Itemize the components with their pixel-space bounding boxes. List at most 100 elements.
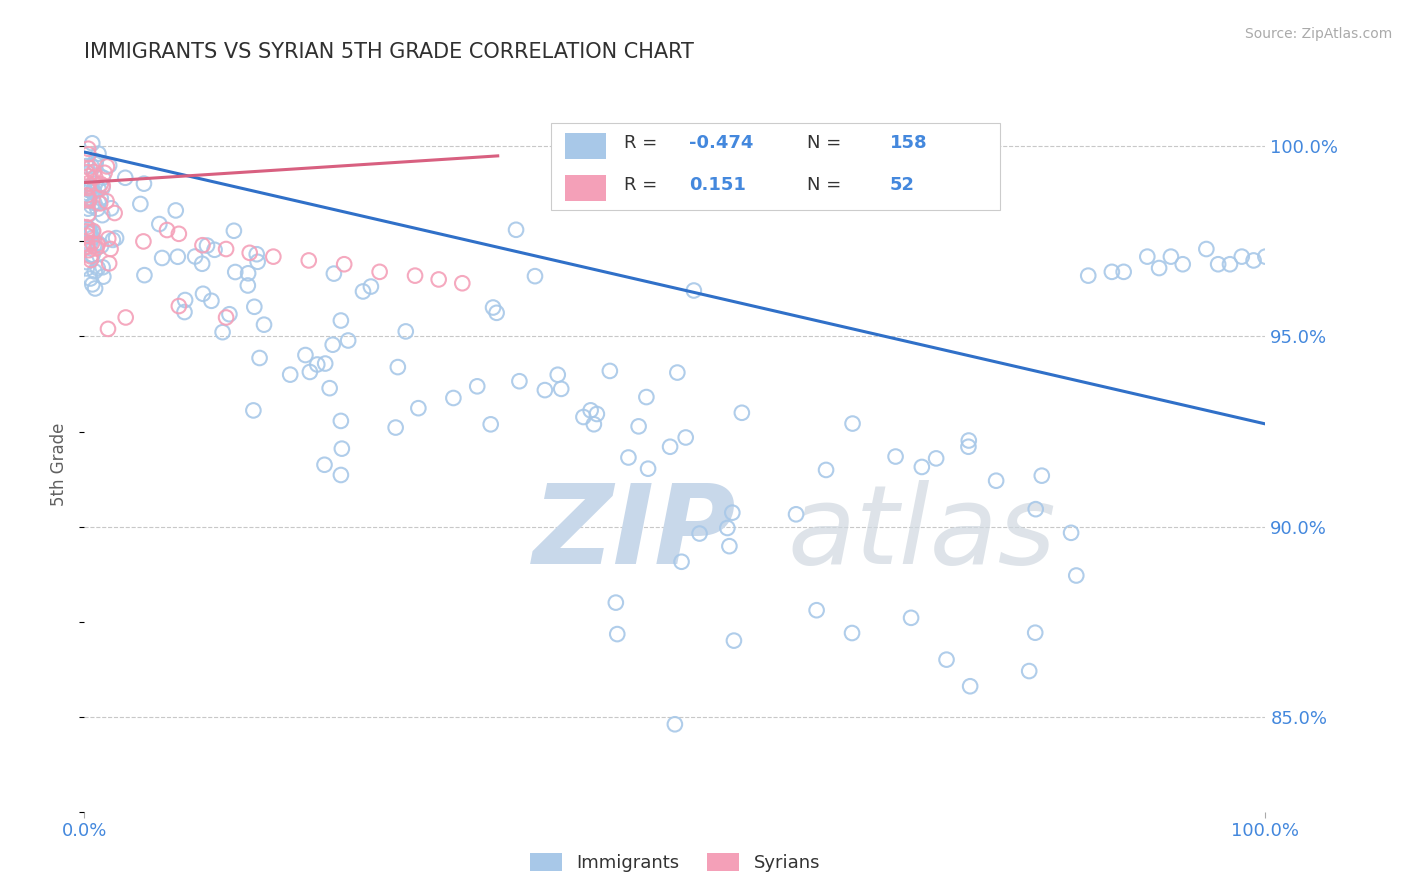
Point	[165, 203, 187, 218]
Point	[167, 299, 190, 313]
Point	[83, 184, 105, 198]
FancyBboxPatch shape	[565, 175, 606, 202]
Text: ZIP: ZIP	[533, 480, 737, 587]
Text: -0.474: -0.474	[689, 134, 754, 152]
Point	[582, 417, 605, 432]
Point	[132, 235, 155, 249]
Point	[148, 217, 170, 231]
Point	[83, 185, 105, 199]
Point	[83, 264, 105, 278]
Point	[79, 271, 101, 285]
Point	[82, 225, 104, 239]
Point	[524, 269, 547, 284]
Text: atlas: atlas	[787, 480, 1056, 587]
Point	[1025, 502, 1047, 516]
Point	[77, 181, 100, 195]
Point	[96, 194, 118, 209]
Point	[76, 240, 98, 254]
Point	[1064, 568, 1087, 582]
Point	[508, 374, 530, 388]
Point	[659, 440, 682, 454]
Point	[957, 434, 980, 448]
Point	[294, 348, 316, 362]
Point	[87, 236, 110, 251]
Point	[408, 401, 430, 416]
Point	[84, 242, 107, 256]
Point	[246, 247, 269, 261]
Point	[884, 450, 907, 464]
Point	[79, 227, 101, 241]
Point	[1060, 525, 1083, 540]
Point	[79, 194, 101, 208]
Point	[451, 277, 474, 291]
Point	[80, 253, 103, 268]
Point	[97, 232, 120, 246]
Point	[1219, 257, 1241, 271]
Point	[806, 603, 828, 617]
Point	[77, 202, 100, 216]
Point	[167, 227, 190, 241]
Point	[77, 243, 100, 257]
Text: IMMIGRANTS VS SYRIAN 5TH GRADE CORRELATION CHART: IMMIGRANTS VS SYRIAN 5TH GRADE CORRELATI…	[84, 43, 695, 62]
Point	[441, 391, 464, 405]
Point	[322, 337, 344, 351]
Point	[195, 238, 218, 252]
Point	[723, 633, 745, 648]
Point	[505, 223, 527, 237]
Point	[87, 261, 110, 276]
Point	[82, 231, 104, 245]
Point	[83, 238, 105, 252]
Point	[404, 268, 426, 283]
Point	[90, 239, 112, 253]
Point	[925, 451, 948, 466]
Point	[80, 159, 103, 173]
Point	[87, 195, 110, 210]
Point	[76, 255, 98, 269]
Point	[278, 368, 301, 382]
Point	[77, 191, 100, 205]
Point	[333, 257, 356, 271]
Point	[911, 459, 934, 474]
Point	[246, 254, 269, 268]
Point	[101, 233, 124, 247]
Point	[215, 310, 238, 325]
Point	[716, 521, 738, 535]
Point	[572, 409, 595, 424]
Point	[307, 358, 329, 372]
Point	[76, 220, 98, 235]
Point	[1171, 257, 1194, 271]
Point	[314, 458, 336, 472]
Point	[82, 248, 104, 262]
Point	[298, 253, 321, 268]
Point	[86, 237, 108, 252]
Point	[77, 183, 100, 197]
Point	[174, 293, 197, 307]
Point	[76, 165, 98, 179]
Point	[77, 147, 100, 161]
Point	[1018, 664, 1040, 678]
Point	[100, 242, 122, 256]
Point	[682, 284, 704, 298]
Point	[249, 351, 271, 365]
Text: R =: R =	[624, 134, 658, 152]
Point	[1112, 265, 1135, 279]
Point	[79, 179, 101, 194]
Point	[80, 181, 103, 195]
Point	[322, 267, 344, 281]
Point	[76, 186, 98, 200]
Point	[200, 293, 222, 308]
Point	[1243, 253, 1265, 268]
Point	[90, 191, 112, 205]
Point	[76, 237, 98, 252]
Point	[222, 224, 245, 238]
Point	[352, 285, 374, 299]
Text: 158: 158	[890, 134, 928, 152]
Point	[599, 364, 621, 378]
Point	[132, 177, 155, 191]
Point	[80, 199, 103, 213]
Point	[253, 318, 276, 332]
Point	[77, 142, 100, 156]
Point	[82, 277, 104, 292]
Point	[83, 195, 105, 210]
Point	[82, 224, 104, 238]
